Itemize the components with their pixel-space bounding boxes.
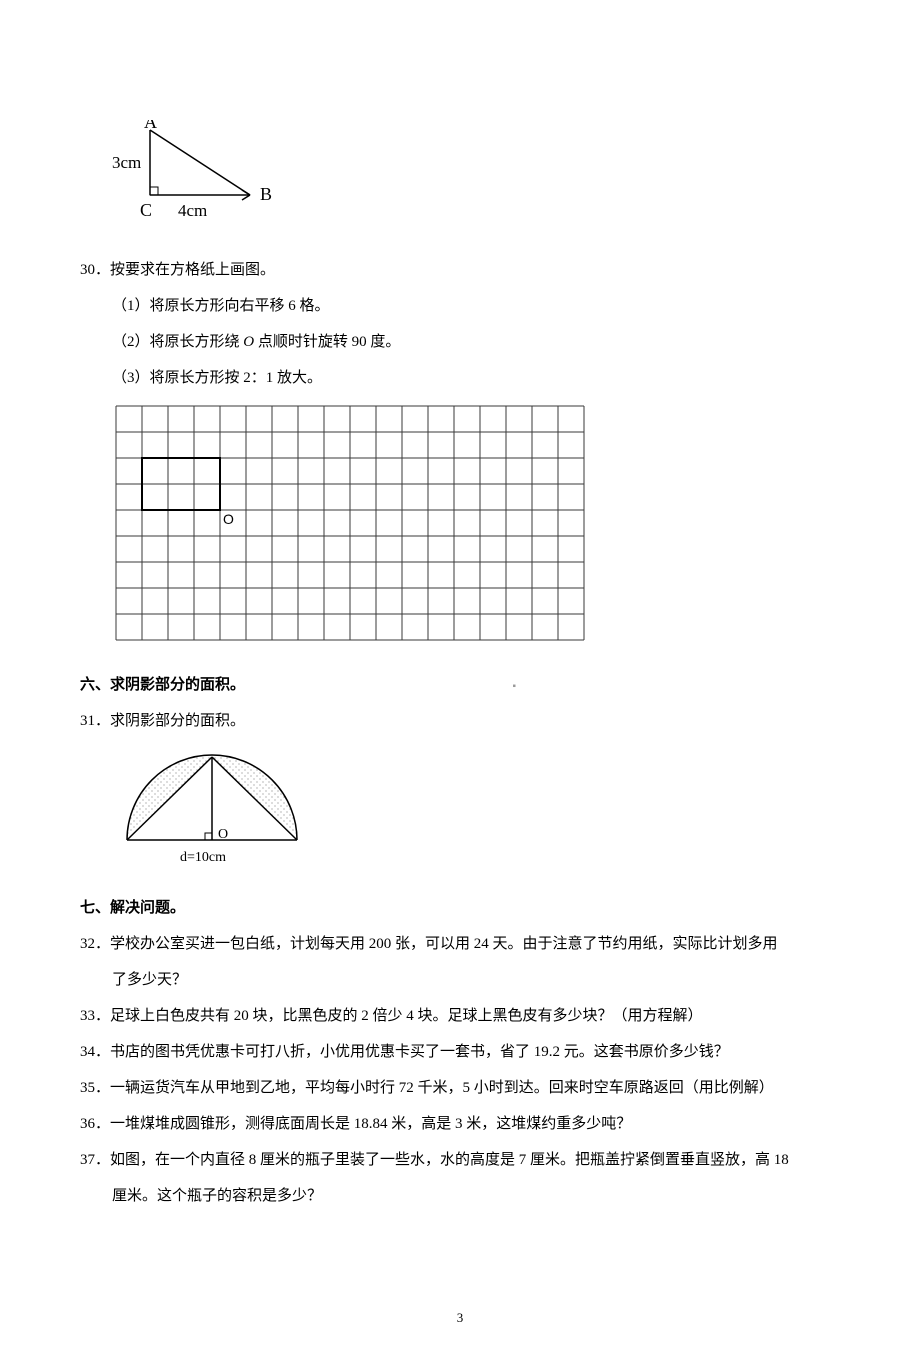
q36-number: 36． [80, 1116, 110, 1132]
q37-line2: 厘米。这个瓶子的容积是多少？ [80, 1184, 840, 1208]
section6-title: 六、求阴影部分的面积。 ▪ [80, 673, 840, 697]
grid-figure: O [112, 402, 840, 655]
q31-text: 求阴影部分的面积。 [110, 713, 245, 729]
q30-text: 按要求在方格纸上画图。 [110, 262, 275, 278]
label-c: C [140, 200, 152, 220]
q32-line2: 了多少天？ [80, 968, 840, 992]
q32-line1: 学校办公室买进一包白纸，计划每天用 200 张，可以用 24 天。由于注意了节约… [110, 936, 778, 952]
triangle-figure: A B C 3cm 4cm [110, 120, 840, 238]
q33: 33．足球上白色皮共有 20 块，比黑色皮的 2 倍少 4 块。足球上黑色皮有多… [80, 1004, 840, 1028]
semicircle-d: d=10cm [180, 850, 226, 865]
side-cb: 4cm [178, 201, 207, 220]
triangle-svg: A B C 3cm 4cm [110, 120, 290, 230]
label-b: B [260, 184, 272, 204]
grid-svg: O [112, 402, 592, 647]
square-dot: ▪ [513, 681, 517, 692]
q36-text: 一堆煤堆成圆锥形，测得底面周长是 18.84 米，高是 3 米，这堆煤约重多少吨… [110, 1116, 631, 1132]
q33-text: 足球上白色皮共有 20 块，比黑色皮的 2 倍少 4 块。足球上黑色皮有多少块？… [110, 1008, 703, 1024]
section7-title: 七、解决问题。 [80, 896, 840, 920]
q37-line1: 如图，在一个内直径 8 厘米的瓶子里装了一些水，水的高度是 7 厘米。把瓶盖拧紧… [110, 1152, 789, 1168]
q31-number: 31． [80, 713, 110, 729]
semicircle-o: O [218, 827, 228, 842]
q37: 37．如图，在一个内直径 8 厘米的瓶子里装了一些水，水的高度是 7 厘米。把瓶… [80, 1148, 840, 1172]
q35-number: 35． [80, 1080, 110, 1096]
semicircle-figure: O d=10cm [112, 745, 840, 878]
semicircle-svg: O d=10cm [112, 745, 312, 870]
svg-text:O: O [223, 511, 234, 527]
q32: 32．学校办公室买进一包白纸，计划每天用 200 张，可以用 24 天。由于注意… [80, 932, 840, 956]
q36: 36．一堆煤堆成圆锥形，测得底面周长是 18.84 米，高是 3 米，这堆煤约重… [80, 1112, 840, 1136]
q35: 35．一辆运货汽车从甲地到乙地，平均每小时行 72 千米，5 小时到达。回来时空… [80, 1076, 840, 1100]
q31-title: 31．求阴影部分的面积。 [80, 709, 840, 733]
q30-sub3: （3）将原长方形按 2：1 放大。 [80, 366, 840, 390]
q35-text: 一辆运货汽车从甲地到乙地，平均每小时行 72 千米，5 小时到达。回来时空车原路… [110, 1080, 774, 1096]
q37-number: 37． [80, 1152, 110, 1168]
q34: 34．书店的图书凭优惠卡可打八折，小优用优惠卡买了一套书，省了 19.2 元。这… [80, 1040, 840, 1064]
q33-number: 33． [80, 1008, 110, 1024]
page-number: 3 [80, 1308, 840, 1329]
q34-number: 34． [80, 1044, 110, 1060]
q30-title: 30．按要求在方格纸上画图。 [80, 258, 840, 282]
q32-number: 32． [80, 936, 110, 952]
q30-number: 30． [80, 262, 110, 278]
q30-sub2: （2）将原长方形绕 O 点顺时针旋转 90 度。 [80, 330, 840, 354]
side-ac: 3cm [112, 153, 141, 172]
label-a: A [144, 120, 157, 132]
q30-sub1: （1）将原长方形向右平移 6 格。 [80, 294, 840, 318]
q34-text: 书店的图书凭优惠卡可打八折，小优用优惠卡买了一套书，省了 19.2 元。这套书原… [110, 1044, 729, 1060]
